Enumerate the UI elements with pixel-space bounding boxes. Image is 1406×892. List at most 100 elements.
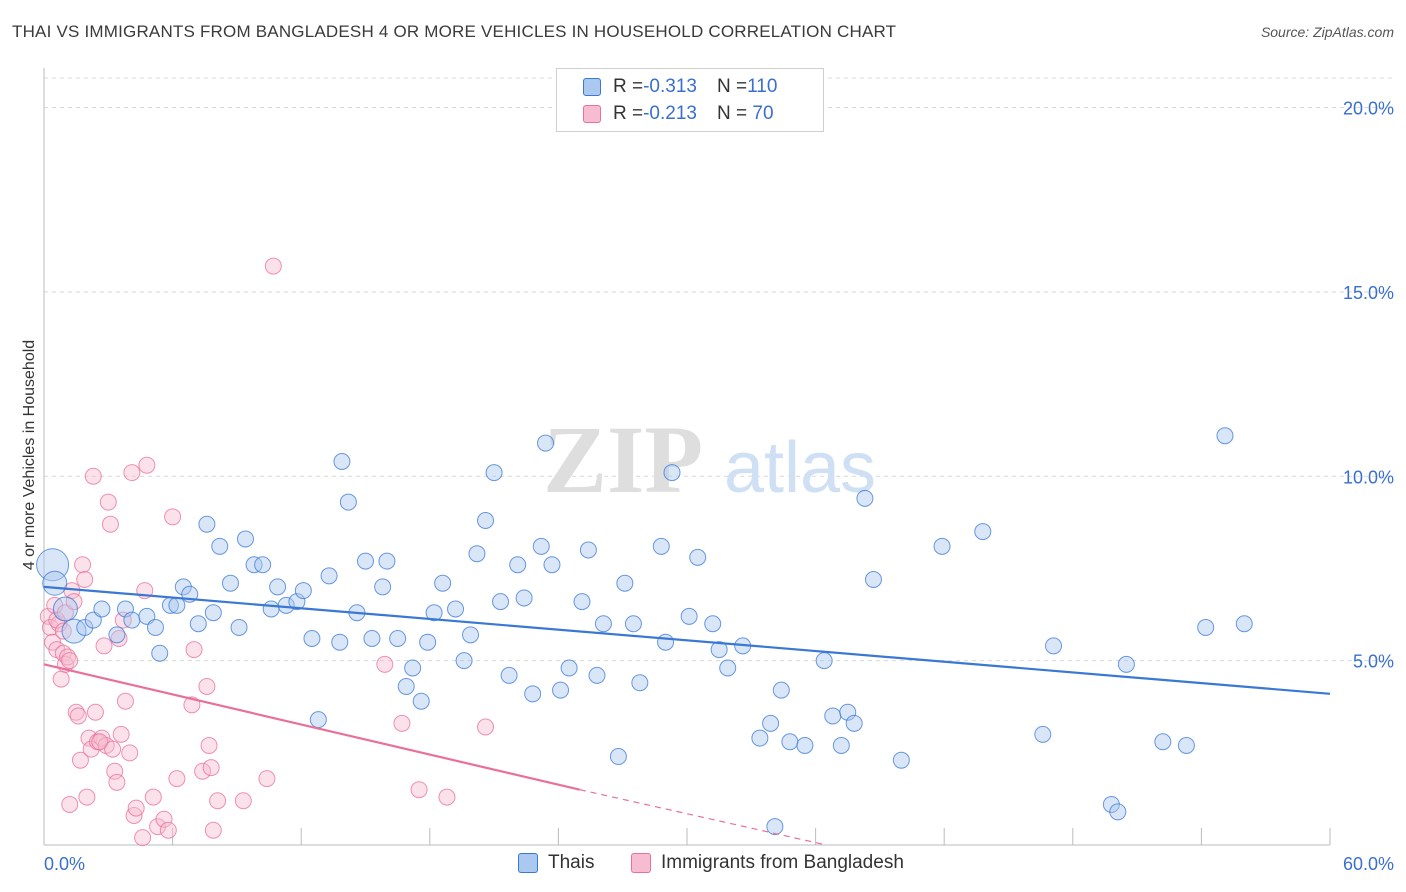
thais-point [76,618,94,636]
bangladesh-point [194,762,212,780]
thais-point [524,685,542,703]
thais-point [230,618,248,636]
thais-point [116,600,134,618]
thais-point [146,618,164,636]
bangladesh-point [95,637,113,655]
thais-point [462,626,480,644]
thais-point [123,611,141,629]
thais-point [631,674,649,692]
bangladesh-point [74,556,92,574]
y-axis-label: 4 or more Vehicles in Household [21,339,38,571]
thais-point [374,578,392,596]
bangladesh-legend-label: Immigrants from Bangladesh [661,852,904,873]
thais-point [856,489,874,507]
legend-item-thais[interactable]: Thais [518,852,594,874]
bangladesh-point [477,718,495,736]
bangladesh-point [54,622,72,640]
legend-item-bangladesh[interactable]: Immigrants from Bangladesh [631,852,904,874]
watermark-zip: ZIP [543,406,703,513]
bangladesh-point [106,762,124,780]
bangladesh-point [234,792,252,810]
bangladesh-point [78,788,96,806]
thais-point [573,593,591,611]
thais-point [663,464,681,482]
thais-point [772,681,790,699]
bangladesh-trend-line [43,663,581,791]
thais-point [796,736,814,754]
bangladesh-point [164,508,182,526]
bangladesh-point [114,611,132,629]
thais-point [168,596,186,614]
bangladesh-legend-swatch [631,853,651,873]
legend-row-thais: R = -0.313 N = 110 [583,76,777,98]
thais-point [552,681,570,699]
bangladesh-point [121,744,139,762]
thais-point [485,464,503,482]
bangladesh-point [438,788,456,806]
thais-point [419,633,437,651]
bangladesh-point [393,714,411,732]
legend-n-label: N = [716,103,748,124]
thais-point [404,659,422,677]
bangladesh-point [209,792,227,810]
thais-point [288,593,306,611]
thais-point [468,545,486,563]
thais-point [515,589,533,607]
thais-point [624,615,642,633]
legend-r-value: -0.213 [643,103,697,124]
thais-point [1235,615,1253,633]
thais-point [363,630,381,647]
source-credit: Source: ZipAtlas.com [1260,24,1394,40]
thais-point [254,556,272,574]
gridlines [44,77,1394,662]
thais-point [704,615,722,633]
thais-point [204,604,222,622]
bangladesh-trend-extension [579,789,827,846]
thais-point [616,574,634,592]
thais-point [824,707,842,725]
thais-point [42,570,68,596]
thais-point [434,574,452,592]
legend-r-value: -0.313 [643,76,697,97]
thais-point [189,615,207,633]
thais-point [579,541,597,559]
thais-point [532,537,550,555]
thais-point [1109,803,1127,821]
thais-point [892,751,910,769]
thais-point [357,552,374,570]
thais-point [412,692,430,710]
thais-point [1117,655,1135,673]
bangladesh-point [116,692,134,710]
thais-point [832,736,850,754]
thais-point [389,630,407,647]
thais-point [447,600,465,618]
thais-point [309,711,327,729]
y-tick-label: 10.0% [1343,467,1394,487]
thais-point [52,596,78,622]
bangladesh-point [168,770,186,788]
correlation-legend: R = -0.313 N = 110 R = -0.213 N = 70 [556,68,824,132]
y-tick-label: 20.0% [1343,99,1394,119]
thais-point [933,537,951,555]
thais-point [657,633,675,651]
thais-point [781,733,799,751]
bangladesh-swatch [583,105,601,123]
legend-n-label: N = [716,76,748,97]
thais-point [61,618,87,644]
thais-point [560,659,578,677]
thais-point [294,582,312,600]
thais-point [108,626,126,644]
thais-trend-line [43,585,1331,695]
bangladesh-point [52,670,70,688]
bangladesh-point [123,464,141,482]
thais-point [845,714,863,732]
bangladesh-point [84,467,102,485]
trend-lines [43,585,1331,846]
legend-n-value: 110 [747,76,778,97]
thais-points [36,427,1253,836]
bangladesh-point [410,781,428,799]
thais-point [425,604,443,622]
bangladesh-point [134,829,152,847]
thais-point [609,748,627,765]
